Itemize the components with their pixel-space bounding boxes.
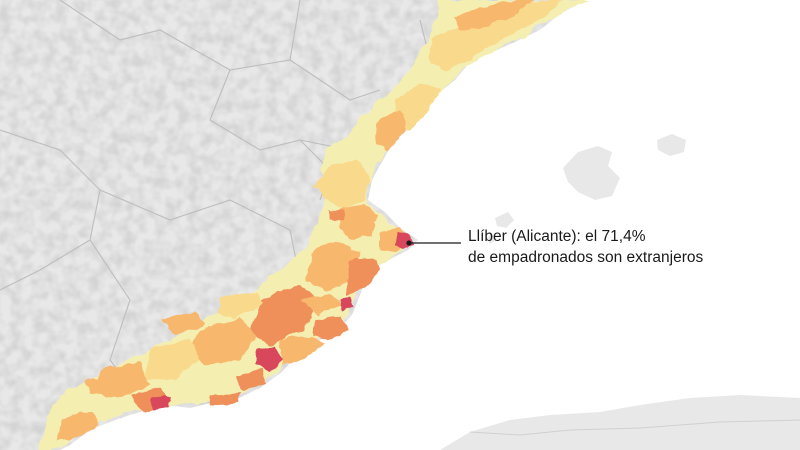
north-africa-relief bbox=[469, 419, 800, 436]
land-north-africa bbox=[440, 395, 800, 450]
coastal-municipalities bbox=[40, 0, 590, 450]
balearic-islands bbox=[486, 134, 686, 244]
annotation-label: Llíber (Alicante): el 71,4% de empadrona… bbox=[468, 226, 703, 268]
annotation-leader bbox=[406, 240, 461, 246]
liber-marker bbox=[406, 240, 412, 246]
annotation-line-2: de empadronados son extranjeros bbox=[468, 249, 704, 266]
annotation-line-1: Llíber (Alicante): el 71,4% bbox=[468, 228, 646, 245]
